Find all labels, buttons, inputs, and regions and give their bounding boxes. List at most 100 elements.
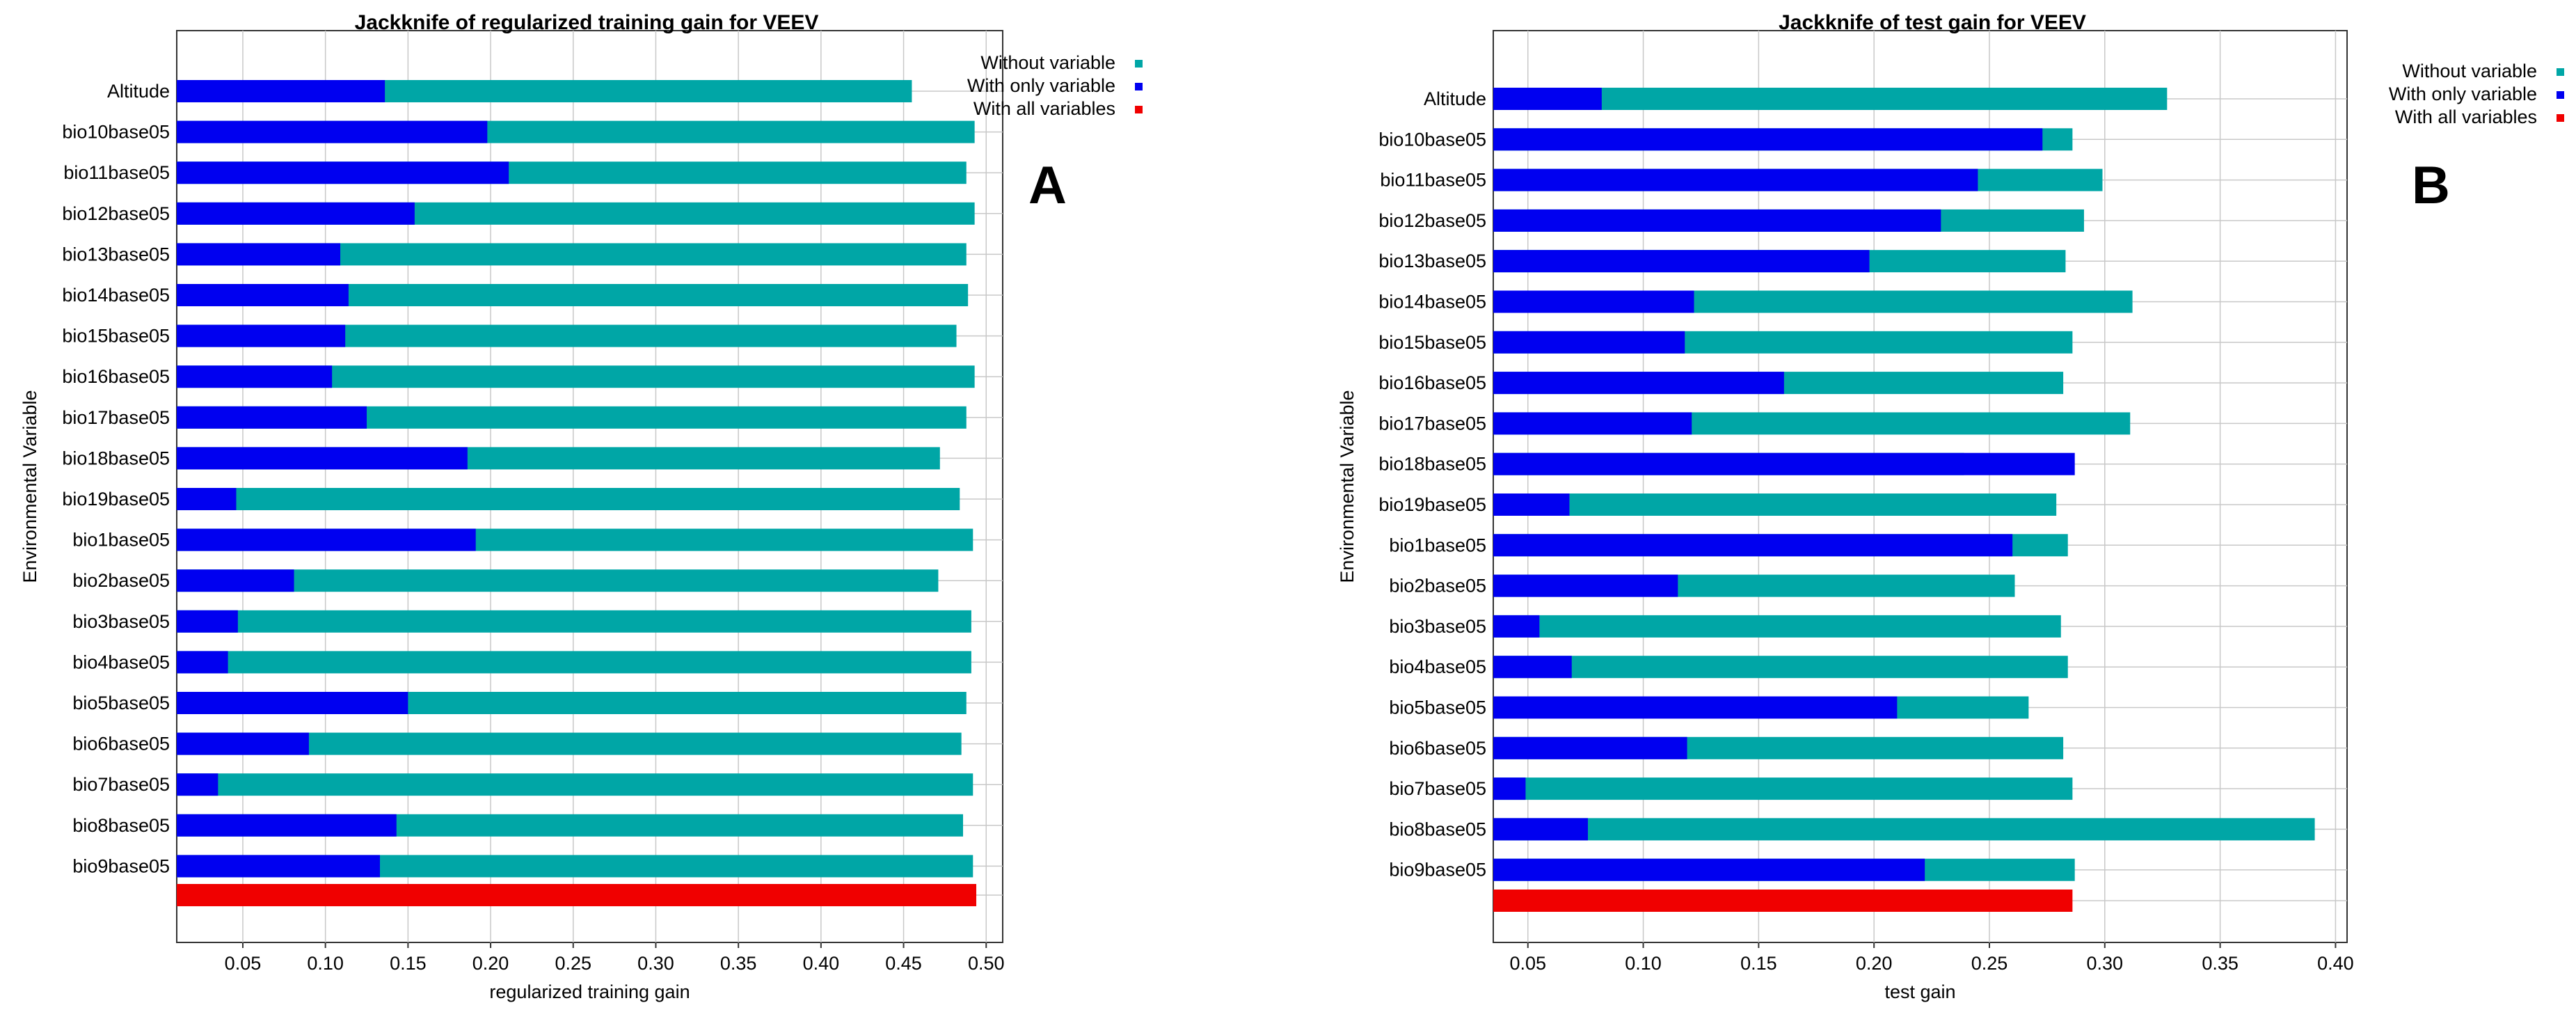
category-label: bio18base05 [1378, 454, 1486, 475]
category-label: bio5base05 [72, 693, 170, 713]
category-label: bio5base05 [1389, 697, 1486, 718]
legend-without-variable-label: Without variable [980, 52, 1115, 73]
category-label: bio17base05 [62, 407, 170, 428]
category-label: bio16base05 [1378, 372, 1486, 393]
x-tick-label: 0.35 [2202, 953, 2239, 974]
bar-with-only-variable [177, 161, 509, 184]
bar-with-only-variable [1493, 858, 1925, 881]
x-tick-label: 0.25 [555, 953, 591, 974]
bar-with-only-variable [1493, 290, 1694, 313]
bar-with-only-variable [1493, 250, 1870, 273]
x-axis-label: test gain [1884, 981, 1955, 1002]
category-label: bio11base05 [63, 162, 170, 183]
bar-with-only-variable [1493, 209, 1941, 232]
category-label: bio1base05 [72, 530, 170, 551]
bar-with-only-variable [1493, 656, 1572, 679]
category-label: bio4base05 [72, 651, 170, 672]
category-label: bio2base05 [72, 570, 170, 591]
panel-letter: A [1028, 156, 1067, 215]
category-label: bio3base05 [72, 611, 170, 632]
category-label: bio7base05 [72, 774, 170, 795]
bar-with-only-variable [177, 569, 294, 592]
bar-without-variable [177, 488, 960, 510]
legend-with-all-variables-swatch [1135, 106, 1143, 113]
bar-with-only-variable [177, 406, 367, 429]
legend-with-all-variables-swatch [2557, 114, 2564, 122]
category-label: bio17base05 [1378, 413, 1486, 434]
bar-with-only-variable [177, 447, 468, 470]
bar-with-only-variable [1493, 818, 1588, 841]
legend-with-only-variable-label: With only variable [2389, 84, 2537, 104]
bar-with-only-variable [177, 651, 228, 674]
chart-panel-b: Altitude bio10base05 bio11base05 bio12base0… [1337, 11, 2564, 1002]
bar-with-only-variable [177, 202, 415, 225]
bar-without-variable [1493, 818, 2315, 841]
category-label: bio18base05 [62, 448, 170, 468]
category-label: bio13base05 [62, 244, 170, 264]
x-tick-label: 0.50 [968, 953, 1005, 974]
category-label: bio9base05 [72, 855, 170, 876]
bar-with-only-variable [177, 773, 218, 796]
category-label: bio13base05 [1378, 251, 1486, 271]
category-label: bio9base05 [1389, 860, 1486, 880]
category-label: Altitude [1424, 88, 1486, 109]
legend-without-variable-swatch [2557, 68, 2564, 76]
x-axis-label: regularized training gain [489, 981, 690, 1002]
chart-panel-a: Altitude bio10base05 bio11base05 bio12base0… [19, 11, 1143, 1002]
legend-without-variable-swatch [1135, 60, 1143, 68]
bar-with-only-variable [1493, 615, 1540, 638]
category-label: bio6base05 [1389, 738, 1486, 759]
x-tick-label: 0.05 [225, 953, 262, 974]
legend-with-all-variables-label: With all variables [2395, 106, 2537, 127]
category-label: bio6base05 [72, 734, 170, 755]
category-label: bio11base05 [1380, 170, 1486, 191]
category-label: bio15base05 [1378, 332, 1486, 353]
x-tick-label: 0.30 [2087, 953, 2124, 974]
x-tick-label: 0.20 [1856, 953, 1893, 974]
category-label: bio8base05 [72, 815, 170, 836]
category-label: bio14base05 [62, 285, 170, 306]
category-label: bio14base05 [1378, 292, 1486, 313]
bar-with-only-variable [177, 284, 349, 306]
bar-with-only-variable [177, 855, 381, 878]
category-label: bio19base05 [1378, 494, 1486, 515]
category-label: bio12base05 [1378, 210, 1486, 231]
category-label: bio16base05 [62, 366, 170, 387]
x-tick-label: 0.20 [472, 953, 509, 974]
bar-with-only-variable [1493, 452, 2075, 475]
bar-without-variable [177, 773, 973, 796]
bar-with-only-variable [177, 365, 333, 388]
x-tick-label: 0.10 [1625, 953, 1662, 974]
bar-with-only-variable [1493, 168, 1978, 191]
bar-without-variable [1493, 777, 2073, 800]
bar-with-only-variable [177, 243, 341, 266]
bar-with-only-variable [177, 814, 397, 837]
bar-with-only-variable [1493, 574, 1678, 597]
category-label: bio19base05 [62, 489, 170, 510]
bar-with-only-variable [177, 488, 237, 510]
x-tick-label: 0.45 [885, 953, 922, 974]
category-label: Altitude [107, 81, 170, 102]
bar-with-only-variable [177, 120, 488, 143]
plot-area-frame [1493, 30, 2348, 943]
x-tick-label: 0.40 [803, 953, 840, 974]
bar-with-only-variable [177, 324, 346, 347]
bar-with-only-variable [177, 732, 309, 755]
legend-with-all-variables-label: With all variables [973, 98, 1115, 119]
bar-with-only-variable [1493, 493, 1570, 516]
chart-title: Jackknife of regularized training gain f… [355, 11, 819, 34]
bar-without-variable [1493, 615, 2061, 638]
bar-with-only-variable [1493, 88, 1602, 110]
x-tick-label: 0.30 [637, 953, 674, 974]
category-label: bio10base05 [62, 122, 170, 143]
legend-without-variable-label: Without variable [2402, 61, 2537, 81]
category-label: bio12base05 [62, 203, 170, 224]
bar-with-only-variable [177, 610, 238, 633]
plot-area-frame [176, 30, 1003, 943]
category-label: bio3base05 [1389, 616, 1486, 637]
category-label: bio4base05 [1389, 656, 1486, 677]
bar-without-variable [1493, 493, 2057, 516]
x-tick-label: 0.15 [390, 953, 427, 974]
